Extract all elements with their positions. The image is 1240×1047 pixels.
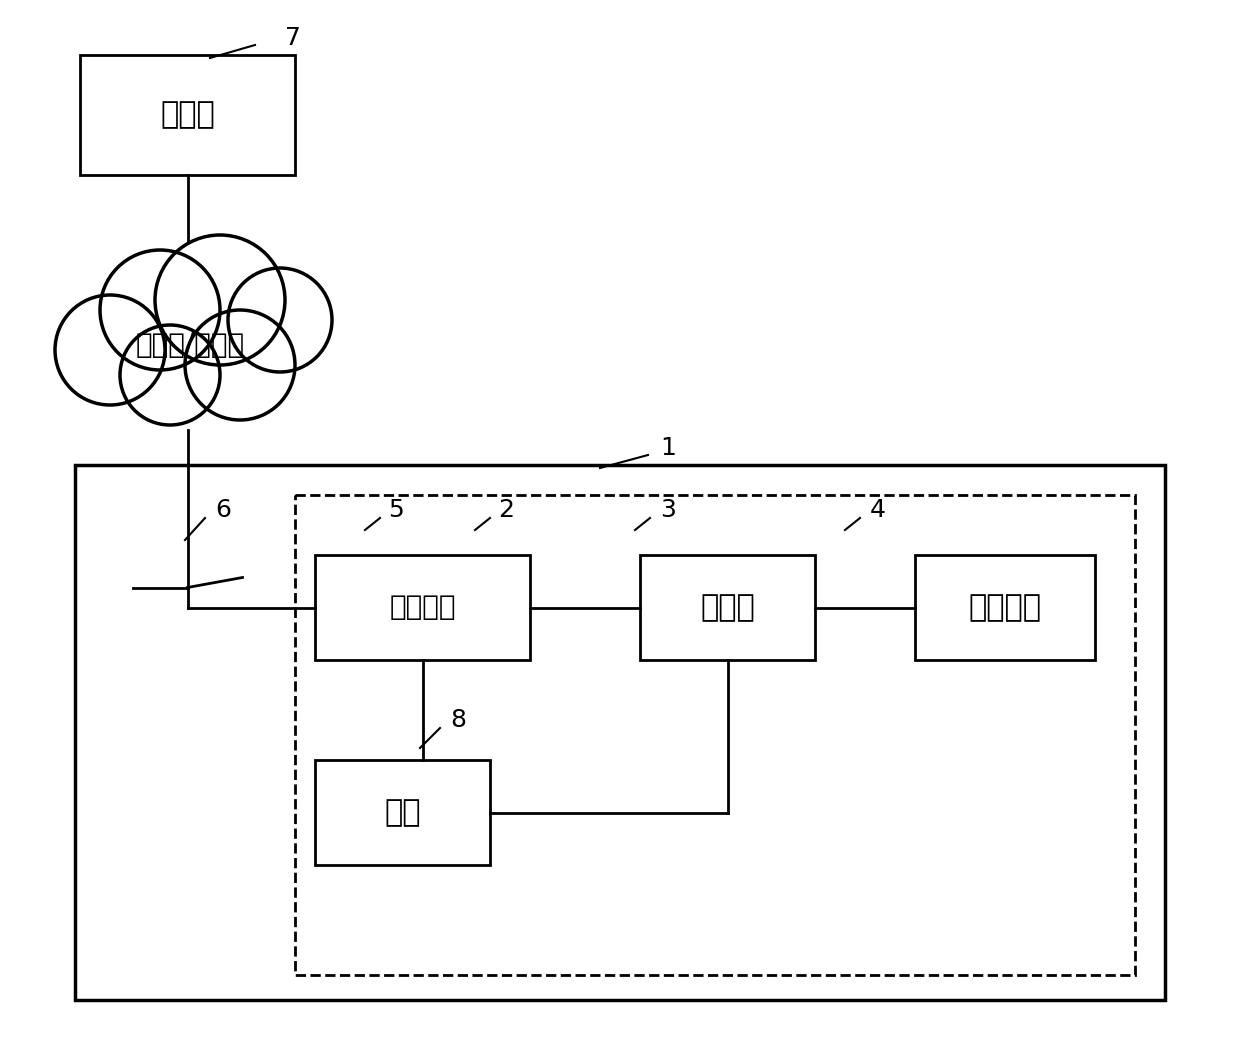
Text: 1: 1: [660, 436, 676, 460]
FancyBboxPatch shape: [315, 555, 529, 660]
Text: 电池: 电池: [384, 798, 420, 827]
Circle shape: [100, 250, 219, 370]
Text: 8: 8: [450, 708, 466, 732]
FancyBboxPatch shape: [74, 465, 1166, 1000]
FancyBboxPatch shape: [315, 760, 490, 865]
Circle shape: [155, 235, 285, 365]
Text: 2: 2: [498, 498, 515, 522]
Text: 微控制器: 微控制器: [389, 594, 456, 622]
Text: 电动机: 电动机: [701, 593, 755, 622]
Text: 7: 7: [285, 26, 301, 50]
Text: 6: 6: [215, 498, 231, 522]
FancyBboxPatch shape: [915, 555, 1095, 660]
Text: 4: 4: [870, 498, 887, 522]
Text: 3: 3: [660, 498, 676, 522]
Circle shape: [120, 325, 219, 425]
Text: 控制端: 控制端: [160, 101, 215, 130]
FancyBboxPatch shape: [295, 495, 1135, 975]
Text: 互联网/局域网: 互联网/局域网: [135, 331, 244, 359]
Text: 5: 5: [388, 498, 404, 522]
Circle shape: [228, 268, 332, 372]
FancyBboxPatch shape: [81, 55, 295, 175]
Circle shape: [55, 295, 165, 405]
Text: 活动机构: 活动机构: [968, 593, 1042, 622]
FancyBboxPatch shape: [640, 555, 815, 660]
Circle shape: [185, 310, 295, 420]
